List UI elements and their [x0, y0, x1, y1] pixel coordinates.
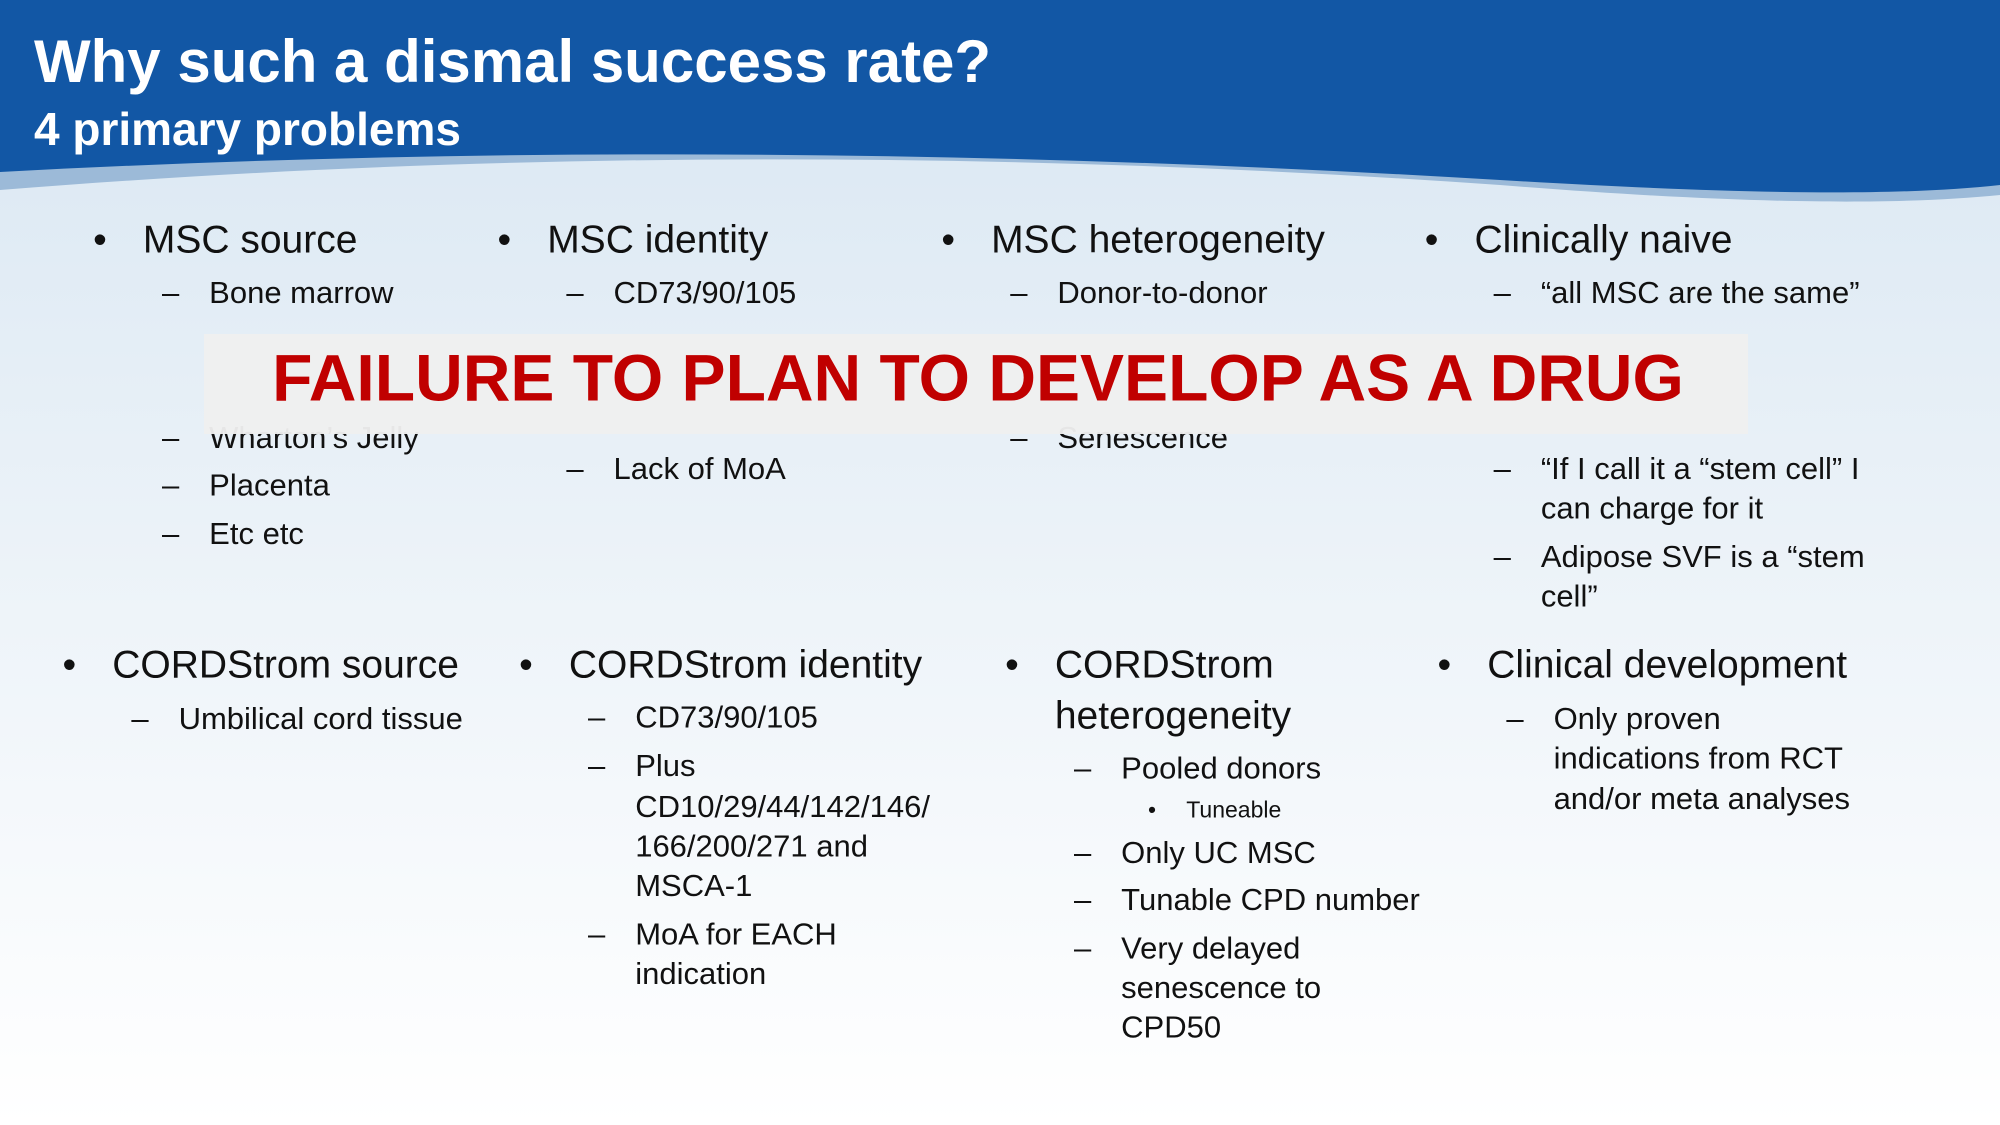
content: • MSC source– Bone marrow– Wharton’s Jelly–…: [63, 219, 1865, 1045]
dash: –: [1074, 751, 1092, 786]
dash: –: [1494, 539, 1512, 574]
list-item: Lack of MoA: [614, 451, 787, 486]
dash: –: [162, 275, 180, 310]
list-item: CPD50: [1121, 1010, 1221, 1045]
column-heading: MSC source: [143, 219, 358, 262]
list-item: Only proven: [1554, 701, 1721, 736]
list-item: 166/200/271 and: [635, 828, 868, 863]
list-item: cell”: [1541, 578, 1598, 613]
list-item: can charge for it: [1541, 490, 1764, 525]
list-item: “all MSC are the same”: [1541, 275, 1860, 310]
dash: –: [588, 700, 606, 735]
list-item: indication: [635, 956, 766, 991]
list-item: Etc etc: [209, 516, 304, 551]
bullet: •: [93, 219, 107, 262]
dash: –: [1074, 882, 1092, 917]
bullet: •: [1005, 643, 1019, 686]
dash: –: [1010, 275, 1028, 310]
dash: –: [1506, 701, 1524, 736]
column-heading: CORDStrom: [1055, 643, 1274, 686]
sub-item: Tuneable: [1186, 796, 1281, 822]
bullet: •: [1425, 219, 1439, 262]
list-item: Umbilical cord tissue: [179, 701, 463, 736]
dash: –: [131, 701, 149, 736]
banner-text: FAILURE TO PLAN TO DEVELOP AS A DRUG: [272, 340, 1684, 414]
list-item: Adipose SVF is a “stem: [1541, 539, 1865, 574]
list-item: indications from RCT: [1554, 740, 1843, 775]
list-item: and/or meta analyses: [1554, 781, 1850, 816]
dash: –: [1074, 835, 1092, 870]
dash: –: [588, 916, 606, 951]
dash: –: [566, 451, 584, 486]
bullet: •: [63, 643, 77, 686]
column-heading: Clinically naive: [1474, 219, 1732, 262]
list-item: Pooled donors: [1121, 751, 1321, 786]
column-heading: MSC heterogeneity: [991, 219, 1325, 262]
column-heading: MSC identity: [547, 219, 769, 262]
sub-bullet: •: [1148, 796, 1156, 822]
dash: –: [1494, 275, 1512, 310]
bullet: •: [941, 219, 955, 262]
column-heading: CORDStrom identity: [569, 643, 923, 686]
column-heading: CORDStrom source: [112, 643, 459, 686]
bullet: •: [519, 643, 533, 686]
dash: –: [1074, 930, 1092, 965]
dash: –: [588, 748, 606, 783]
column-heading: Clinical development: [1487, 643, 1847, 686]
list-item: “If I call it a “stem cell” I: [1541, 451, 1860, 486]
banner-box: [204, 334, 1748, 434]
list-item: Plus: [635, 748, 695, 783]
dash: –: [162, 420, 180, 455]
dash: –: [566, 275, 584, 310]
list-item: Bone marrow: [209, 275, 394, 310]
subtitle: 4 primary problems: [34, 103, 461, 155]
title: Why such a dismal success rate?: [34, 28, 991, 95]
list-item: CD73/90/105: [614, 275, 797, 310]
list-item: MSCA-1: [635, 868, 752, 903]
list-item: Only UC MSC: [1121, 835, 1316, 870]
bullet: •: [497, 219, 511, 262]
list-item: Placenta: [209, 467, 330, 502]
list-item: Tunable CPD number: [1121, 882, 1420, 917]
list-item: Donor-to-donor: [1057, 275, 1267, 310]
header-band: [0, 0, 2000, 193]
list-item: CD73/90/105: [635, 700, 818, 735]
column-heading: heterogeneity: [1055, 694, 1292, 737]
dash: –: [1494, 451, 1512, 486]
list-item: senescence to: [1121, 970, 1321, 1005]
list-item: CD10/29/44/142/146/: [635, 789, 930, 824]
list-item: Very delayed: [1121, 930, 1300, 965]
bullet: •: [1438, 643, 1452, 686]
list-item: MoA for EACH: [635, 916, 837, 951]
dash: –: [162, 516, 180, 551]
dash: –: [162, 467, 180, 502]
